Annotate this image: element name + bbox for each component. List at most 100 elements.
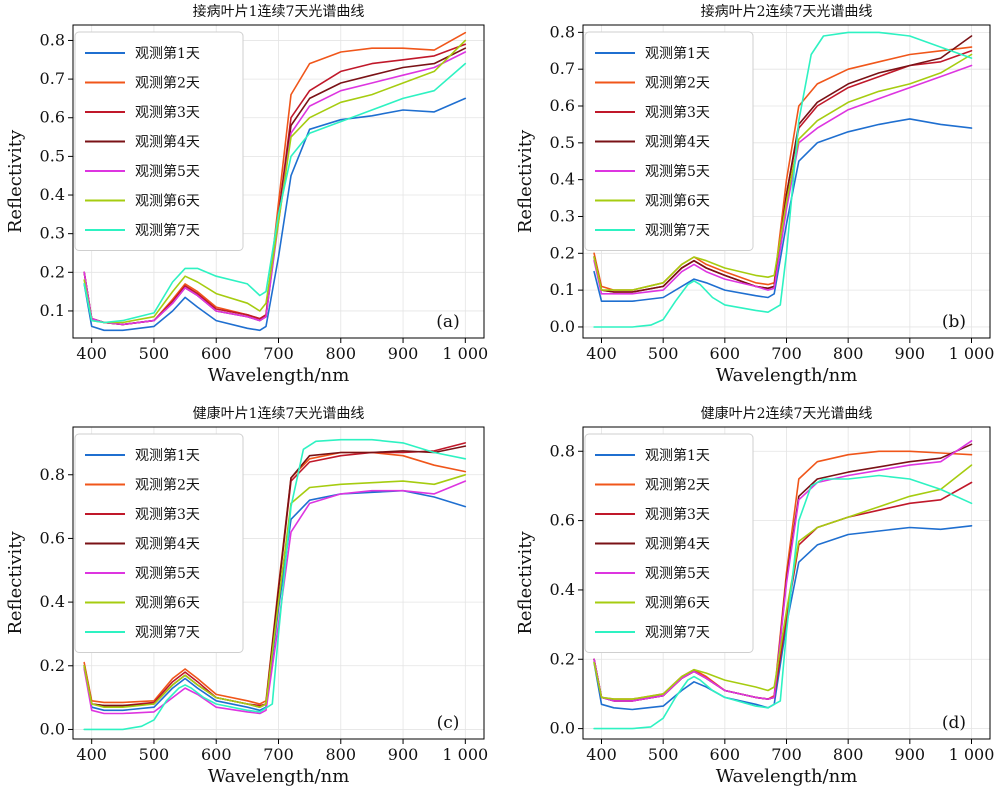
chart-title: 接病叶片2连续7天光谱曲线	[701, 3, 873, 20]
x-tick-label: 800	[325, 344, 356, 363]
chart-panel-1: 400 500 600 700 800 900 1 000 0.0 0.1 0.2 0.3 0.4 0.…	[515, 3, 994, 386]
x-tick-label: 1 000	[949, 344, 995, 363]
legend-label-1: 观测第1天	[135, 45, 200, 62]
series-line-1	[593, 525, 973, 711]
legend-label-4: 观测第4天	[645, 134, 710, 151]
y-tick-label: 0.8	[40, 30, 65, 49]
x-tick-label: 400	[76, 745, 107, 764]
series-line-7	[593, 31, 973, 328]
series-line-7	[83, 62, 467, 324]
legend-label-7: 观测第7天	[135, 222, 200, 239]
x-tick-label: 600	[710, 344, 741, 363]
x-tick-label: 900	[388, 344, 419, 363]
legend-label-6: 观测第6天	[645, 595, 710, 612]
y-tick-label: 0.8	[550, 22, 575, 41]
legend-label-4: 观测第4天	[135, 536, 200, 553]
legend-label-2: 观测第2天	[645, 75, 710, 92]
y-axis-label: Reflectivity	[5, 531, 26, 635]
y-tick-label: 0.5	[550, 133, 575, 152]
y-tick-label: 0.4	[40, 592, 65, 611]
chart-title: 健康叶片1连续7天光谱曲线	[193, 405, 365, 422]
series-line-6	[593, 53, 973, 291]
y-tick-label: 0.4	[550, 580, 575, 599]
series-line-5	[83, 480, 467, 715]
legend-box	[74, 433, 244, 653]
legend-label-3: 观测第3天	[645, 506, 710, 523]
panel-label: (a)	[436, 312, 459, 332]
series-line-7	[83, 438, 467, 731]
legend-box	[584, 433, 754, 653]
x-tick-label: 500	[139, 344, 170, 363]
y-axis-label: Reflectivity	[515, 531, 536, 635]
legend-label-2: 观测第2天	[645, 477, 710, 494]
x-tick-label: 1 000	[442, 745, 488, 764]
series-line-5	[593, 64, 973, 295]
y-tick-label: 0.6	[550, 96, 575, 115]
series-line-7	[593, 474, 973, 730]
y-tick-label: 0.0	[550, 719, 575, 738]
y-tick-label: 0.7	[550, 59, 575, 78]
y-tick-label: 0.1	[550, 280, 575, 299]
x-tick-label: 700	[263, 745, 294, 764]
legend-label-2: 观测第2天	[135, 477, 200, 494]
legend-label-3: 观测第3天	[135, 104, 200, 121]
y-tick-label: 0.6	[40, 528, 65, 547]
series-line-1	[83, 97, 467, 332]
chart-panel-0: 400 500 600 700 800 900 1 000 0.1 0.2 0.3 0.4 0.5 0.…	[5, 3, 488, 386]
legend-label-1: 观测第1天	[135, 447, 200, 464]
legend-label-6: 观测第6天	[135, 193, 200, 210]
x-axis-label: Wavelength/nm	[208, 365, 350, 386]
x-axis-label: Wavelength/nm	[716, 766, 858, 787]
legend-label-3: 观测第3天	[135, 506, 200, 523]
legend-label-7: 观测第7天	[135, 624, 200, 641]
series-line-1	[83, 489, 467, 712]
x-tick-label: 900	[895, 344, 926, 363]
legend-label-7: 观测第7天	[645, 222, 710, 239]
x-tick-label: 700	[263, 344, 294, 363]
y-tick-label: 0.8	[550, 441, 575, 460]
legend-label-5: 观测第5天	[135, 565, 200, 582]
series-line-5	[593, 440, 973, 702]
y-tick-label: 0.8	[40, 465, 65, 484]
y-axis-label: Reflectivity	[5, 129, 26, 233]
x-tick-label: 400	[586, 745, 617, 764]
legend-label-4: 观测第4天	[135, 134, 200, 151]
panel-label: (d)	[942, 713, 966, 733]
legend-label-5: 观测第5天	[135, 163, 200, 180]
x-tick-label: 500	[648, 745, 679, 764]
y-tick-label: 0.2	[550, 649, 575, 668]
y-tick-label: 0.0	[550, 317, 575, 336]
series-line-5	[83, 51, 467, 326]
chart-panel-2: 400 500 600 700 800 900 1 000 0.0 0.2 0.4 0.6 0.8 健康…	[5, 405, 488, 787]
y-tick-label: 0.2	[40, 262, 65, 281]
x-tick-label: 500	[139, 745, 170, 764]
series-line-6	[593, 464, 973, 700]
legend-label-6: 观测第6天	[645, 193, 710, 210]
legend-label-1: 观测第1天	[645, 45, 710, 62]
y-axis-label: Reflectivity	[515, 129, 536, 233]
legend-label-3: 观测第3天	[645, 104, 710, 121]
legend-label-5: 观测第5天	[645, 163, 710, 180]
x-tick-label: 600	[710, 745, 741, 764]
legend-box	[74, 31, 244, 251]
legend-label-6: 观测第6天	[135, 595, 200, 612]
x-axis-label: Wavelength/nm	[208, 766, 350, 787]
chart-panel-3: 400 500 600 700 800 900 1 000 0.0 0.2 0.4 0.6 0.8 健康…	[515, 405, 994, 787]
y-tick-label: 0.6	[40, 108, 65, 127]
y-tick-label: 0.1	[40, 301, 65, 320]
x-tick-label: 800	[833, 344, 864, 363]
x-tick-label: 700	[771, 745, 802, 764]
y-tick-label: 0.4	[40, 185, 65, 204]
y-tick-label: 0.2	[40, 656, 65, 675]
legend-box	[584, 31, 754, 251]
x-tick-label: 500	[648, 344, 679, 363]
y-tick-label: 0.4	[550, 170, 575, 189]
x-tick-label: 800	[833, 745, 864, 764]
x-tick-label: 1 000	[949, 745, 995, 764]
x-tick-label: 800	[325, 745, 356, 764]
legend-label-1: 观测第1天	[645, 447, 710, 464]
y-tick-label: 0.2	[550, 243, 575, 262]
